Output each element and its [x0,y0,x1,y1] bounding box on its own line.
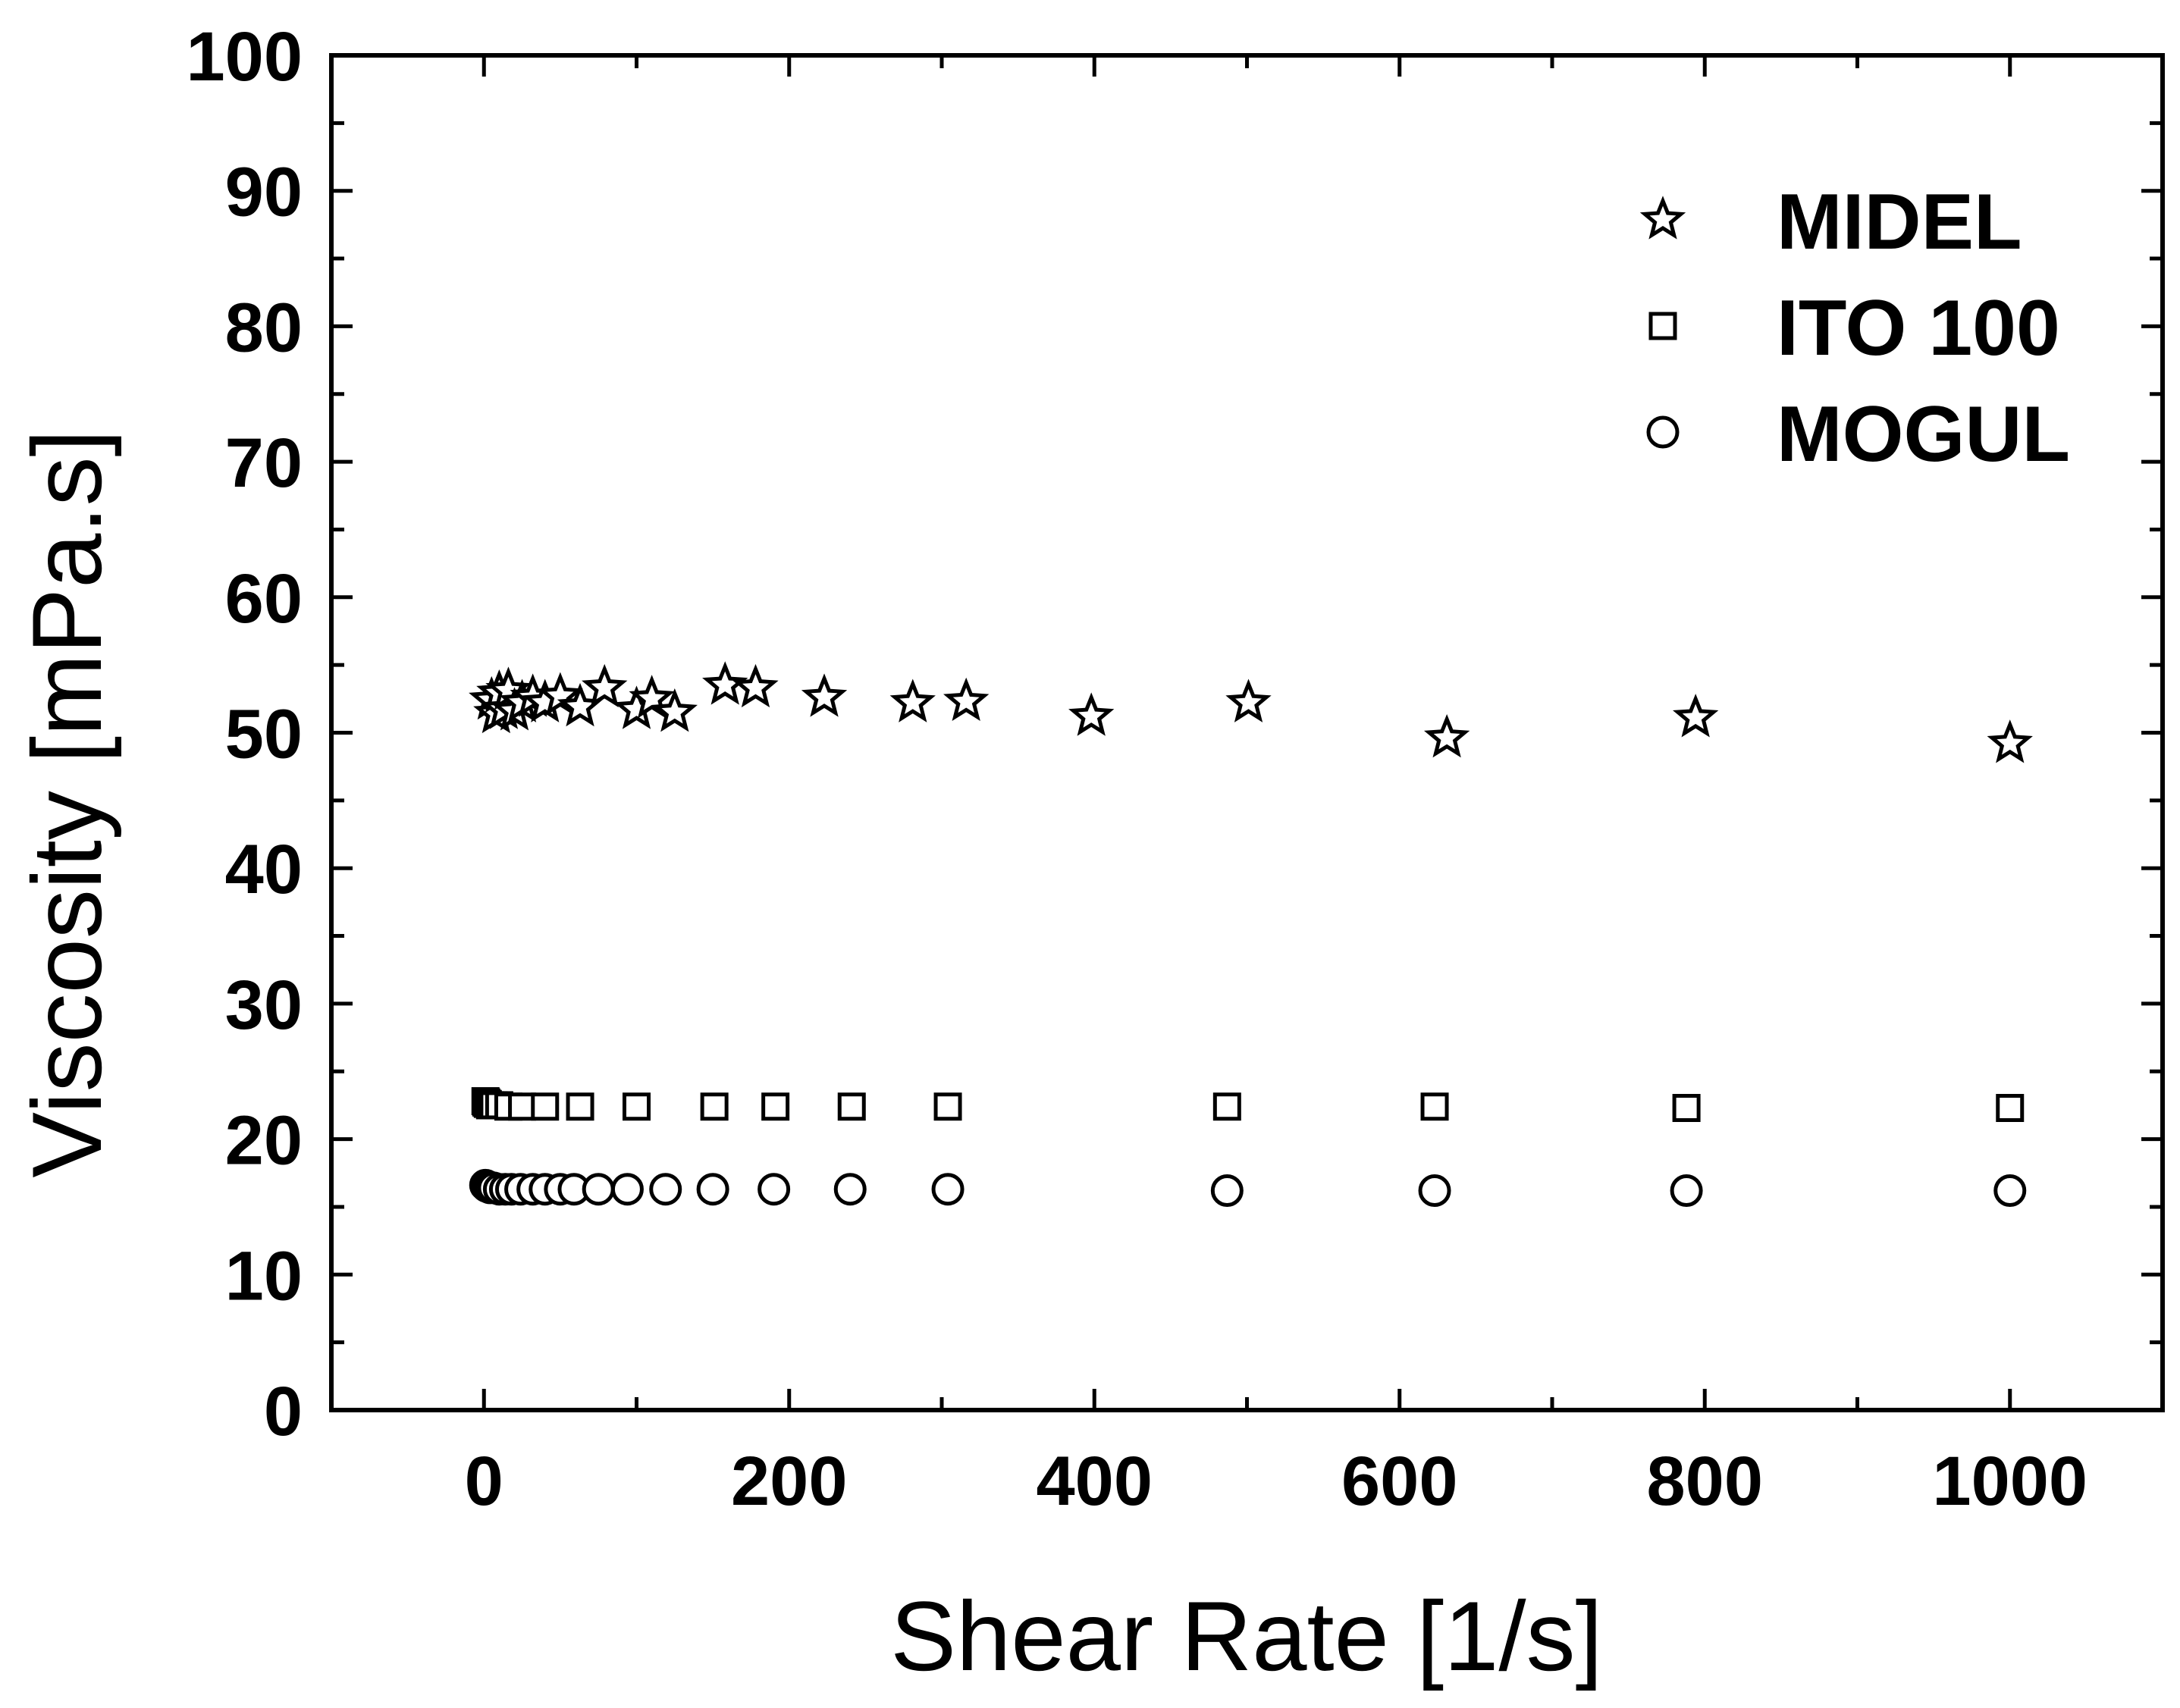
data-point-ito-100 [566,1092,594,1121]
y-tick-label: 100 [187,18,303,96]
legend-marker-mogul [1646,415,1680,449]
legend-label-mogul: MOGUL [1777,390,2070,478]
data-point-ito-100 [700,1092,729,1121]
data-point-midel [1423,713,1470,758]
data-point-ito-100 [761,1092,790,1121]
data-point-midel [1068,692,1115,736]
data-point-mogul [1993,1174,2027,1208]
y-axis-title: Viscosity [mPa.s] [11,429,122,1177]
data-point-midel [801,673,848,717]
data-point-midel [651,688,698,732]
legend-marker-midel [1639,196,1686,240]
data-point-mogul [833,1173,867,1206]
y-tick-label: 70 [225,425,303,502]
data-point-ito-100 [508,1092,537,1121]
data-point-midel [537,672,584,716]
data-point-ito-100 [1212,1092,1241,1121]
data-point-mogul [696,1173,729,1206]
y-tick-label: 80 [225,289,303,366]
x-tick-label: 200 [731,1443,848,1520]
data-point-mogul [582,1173,615,1206]
data-point-midel [732,663,779,708]
y-tick-label: 50 [225,696,303,773]
data-point-ito-100 [531,1092,560,1121]
legend: MIDEL ITO 100 MOGUL [1639,178,2070,478]
data-point-midel [1673,694,1719,738]
legend-marker-ito-100 [1648,312,1677,340]
data-point-mogul [931,1173,965,1206]
y-tick-label: 30 [225,967,303,1044]
data-point-ito-100 [933,1092,962,1121]
x-tick-label: 800 [1647,1443,1764,1520]
data-point-midel [1987,719,2033,763]
data-point-midel [582,663,628,708]
x-axis-title: Shear Rate [1/s] [890,1581,1602,1691]
data-point-midel [702,661,748,705]
data-point-mogul [1418,1174,1451,1208]
y-tick-label: 0 [264,1373,303,1450]
y-tick-label: 90 [225,154,303,231]
data-point-midel [629,675,675,719]
data-point-mogul [758,1173,791,1206]
x-tick-label: 0 [465,1443,503,1520]
plot-frame [329,53,2165,1412]
y-tick-label: 40 [225,831,303,908]
legend-label-ito-100: ITO 100 [1777,284,2060,372]
data-point-mogul [649,1173,682,1206]
data-point-mogul [610,1173,644,1206]
y-tick-label: 10 [225,1237,303,1315]
data-point-ito-100 [1420,1092,1449,1121]
x-tick-label: 1000 [1932,1443,2087,1520]
data-point-ito-100 [1996,1093,2025,1122]
y-tick-label: 60 [225,560,303,638]
data-point-midel [889,678,936,722]
legend-label-midel: MIDEL [1777,178,2022,266]
data-point-midel [943,677,990,722]
y-tick-label: 20 [225,1102,303,1180]
data-point-ito-100 [837,1092,866,1121]
data-point-ito-100 [623,1092,651,1121]
data-point-ito-100 [1672,1093,1701,1122]
data-point-midel [1225,678,1272,722]
x-tick-label: 600 [1341,1443,1458,1520]
data-point-mogul [1210,1174,1244,1208]
x-tick-label: 400 [1037,1443,1153,1520]
data-point-mogul [1670,1174,1703,1208]
data-points [469,661,2033,1208]
